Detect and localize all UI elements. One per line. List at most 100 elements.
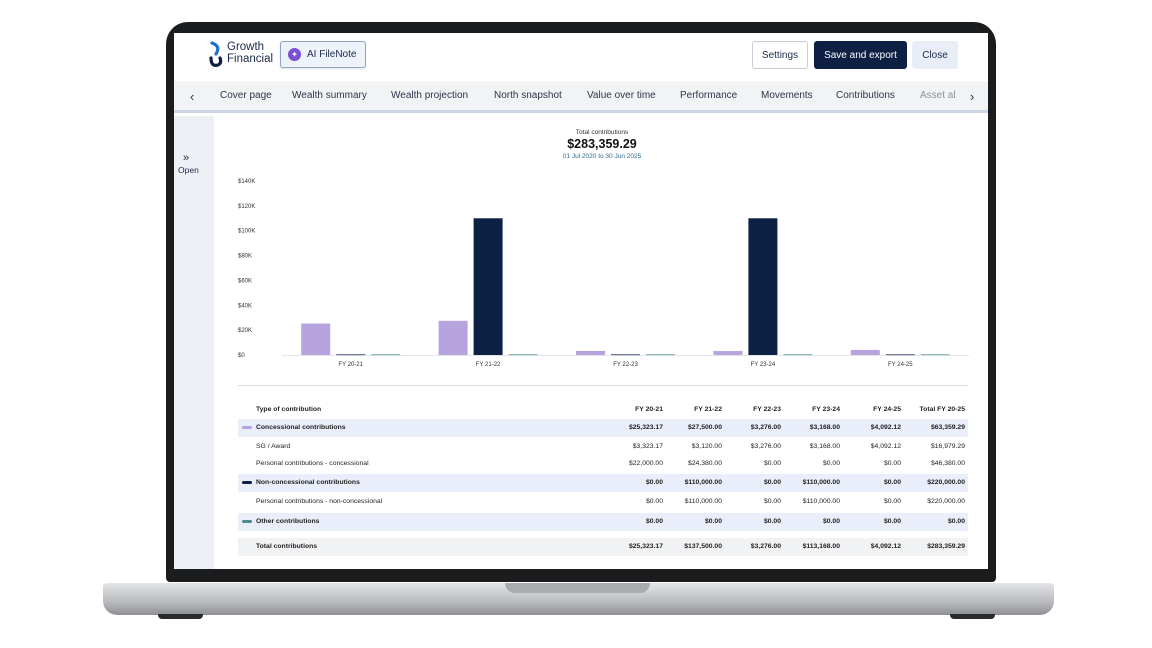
row-value: $220,000.00 xyxy=(927,479,965,486)
close-button[interactable]: Close xyxy=(912,41,958,69)
row-value: $27,500.00 xyxy=(687,424,722,431)
table-group-row: Non-concessional contributions $0.00 $110,… xyxy=(238,474,968,492)
tab-cover-page[interactable]: Cover page xyxy=(220,90,272,101)
logo-text: Growth Financial xyxy=(227,41,273,65)
laptop-foot-left xyxy=(158,614,203,619)
tab-movements[interactable]: Movements xyxy=(761,90,813,101)
report-tabs: ‹ Cover page Wealth summary Wealth proje… xyxy=(174,81,988,113)
ai-filenote-label: AI FileNote xyxy=(307,49,357,60)
row-value: $3,276.00 xyxy=(750,424,781,431)
table-group-row: Concessional contributions $25,323.17 $27,… xyxy=(238,419,968,437)
legend-swatch xyxy=(242,520,252,523)
row-value: $24,380.00 xyxy=(687,460,722,467)
tab-wealth-summary[interactable]: Wealth summary xyxy=(292,90,367,101)
logo-line-2: Financial xyxy=(227,53,274,65)
table-row: Personal contributions - concessional $22… xyxy=(238,455,968,473)
app-screen: Growth Financial ✦ AI FileNote Settings … xyxy=(174,33,988,569)
growth-financial-logo-icon xyxy=(209,41,223,67)
bar-other[interactable] xyxy=(783,354,813,356)
row-value: $0.00 xyxy=(883,518,901,525)
tab-performance[interactable]: Performance xyxy=(680,90,738,101)
bar-concessional[interactable] xyxy=(576,350,605,355)
settings-button[interactable]: Settings xyxy=(752,41,808,69)
tab-asset-allocation[interactable]: Asset al xyxy=(920,90,956,101)
bar-non_concessional[interactable] xyxy=(336,354,366,356)
y-tick-label: $40K xyxy=(238,303,252,309)
open-label: Open xyxy=(178,165,199,175)
y-tick-label: $100K xyxy=(238,229,255,235)
row-value: $0.00 xyxy=(763,479,781,486)
row-value: FY 20-21 xyxy=(635,406,663,413)
y-tick-label: $140K xyxy=(238,179,255,185)
row-value: $110,000.00 xyxy=(802,479,840,486)
laptop-foot-right xyxy=(950,614,995,619)
table-row: Personal contributions - non-concessiona… xyxy=(238,493,968,511)
tab-value-over-time[interactable]: Value over time xyxy=(587,90,656,101)
chevron-right-icon[interactable]: › xyxy=(970,89,975,104)
row-value: $0.00 xyxy=(645,479,663,486)
table-header: Type of contribution FY 20-21 FY 21-22 FY 2… xyxy=(238,401,968,419)
row-value: Total FY 20-25 xyxy=(919,406,965,413)
row-value: $0.00 xyxy=(645,518,663,525)
bar-concessional[interactable] xyxy=(713,351,743,355)
date-range: 01 Jul 2020 to 30 Jun 2025 xyxy=(562,153,642,160)
row-value: FY 24-25 xyxy=(873,406,901,413)
tab-contributions[interactable]: Contributions xyxy=(836,90,895,101)
y-tick-label: $0 xyxy=(238,353,245,359)
y-tick-label: $20K xyxy=(238,328,252,334)
bar-other[interactable] xyxy=(646,354,675,356)
row-label: Other contributions xyxy=(256,518,320,525)
y-tick-label: $60K xyxy=(238,278,252,284)
contributions-bar-chart: $0 $20K $40K $60K $80K $100K $120K $140K FY 20-2… xyxy=(238,179,969,368)
row-value: $4,092.12 xyxy=(870,543,901,550)
bar-concessional[interactable] xyxy=(301,323,331,355)
table-row: SG / Award $3,323.17 $3,120.00 $3,276.00 $3,… xyxy=(238,438,968,456)
row-value: $113,168.00 xyxy=(802,543,840,550)
chart-table-divider xyxy=(238,385,968,386)
row-value: $46,380.00 xyxy=(930,460,965,467)
save-and-export-button[interactable]: Save and export xyxy=(814,41,907,69)
legend-swatch xyxy=(242,481,252,484)
sparkle-icon: ✦ xyxy=(288,48,301,61)
bar-concessional[interactable] xyxy=(438,320,468,355)
x-tick-label: FY 24-25 xyxy=(888,362,913,368)
bar-concessional[interactable] xyxy=(850,349,880,355)
row-value: $137,500.00 xyxy=(684,543,722,550)
ai-filenote-button[interactable]: ✦ AI FileNote xyxy=(280,41,366,68)
bar-other[interactable] xyxy=(508,354,538,356)
side-panel-toggle[interactable]: » Open xyxy=(174,116,214,569)
row-value: $0.00 xyxy=(883,498,901,505)
bar-non_concessional[interactable] xyxy=(473,218,503,355)
row-value: $0.00 xyxy=(822,460,840,467)
bar-non_concessional[interactable] xyxy=(748,218,778,355)
row-value: $110,000.00 xyxy=(684,479,722,486)
row-value: FY 21-22 xyxy=(694,406,722,413)
row-value: $0.00 xyxy=(763,518,781,525)
row-value: $3,168.00 xyxy=(809,424,840,431)
bar-non_concessional[interactable] xyxy=(611,354,640,356)
bar-non_concessional[interactable] xyxy=(885,354,915,356)
row-value: $3,276.00 xyxy=(750,443,781,450)
bar-other[interactable] xyxy=(920,354,950,356)
total-contributions-label: Total contributions xyxy=(575,129,629,136)
tab-wealth-projection[interactable]: Wealth projection xyxy=(391,90,469,101)
y-tick-label: $120K xyxy=(238,204,255,210)
row-value: $25,323.17 xyxy=(628,543,663,550)
row-value: $110,000.00 xyxy=(802,498,840,505)
x-tick-label: FY 20-21 xyxy=(338,362,363,368)
y-tick-label: $80K xyxy=(238,254,252,260)
row-value: $0.00 xyxy=(947,518,965,525)
x-tick-label: FY 22-23 xyxy=(613,362,638,368)
bar-other[interactable] xyxy=(371,354,401,356)
row-value: $25,323.17 xyxy=(628,424,663,431)
row-value: $220,000.00 xyxy=(927,498,965,505)
row-label: Personal contributions - non-concessiona… xyxy=(256,498,383,505)
row-value: $0.00 xyxy=(763,460,781,467)
chevron-left-icon[interactable]: ‹ xyxy=(190,89,195,104)
row-label: Personal contributions - concessional xyxy=(256,460,369,467)
table-group-row: Other contributions $0.00 $0.00 $0.00 $0.00 $… xyxy=(238,513,968,531)
tab-north-snapshot[interactable]: North snapshot xyxy=(494,90,562,101)
row-value: $0.00 xyxy=(822,518,840,525)
total-contributions-value: $283,359.29 xyxy=(567,137,637,151)
row-label: Concessional contributions xyxy=(256,424,346,431)
